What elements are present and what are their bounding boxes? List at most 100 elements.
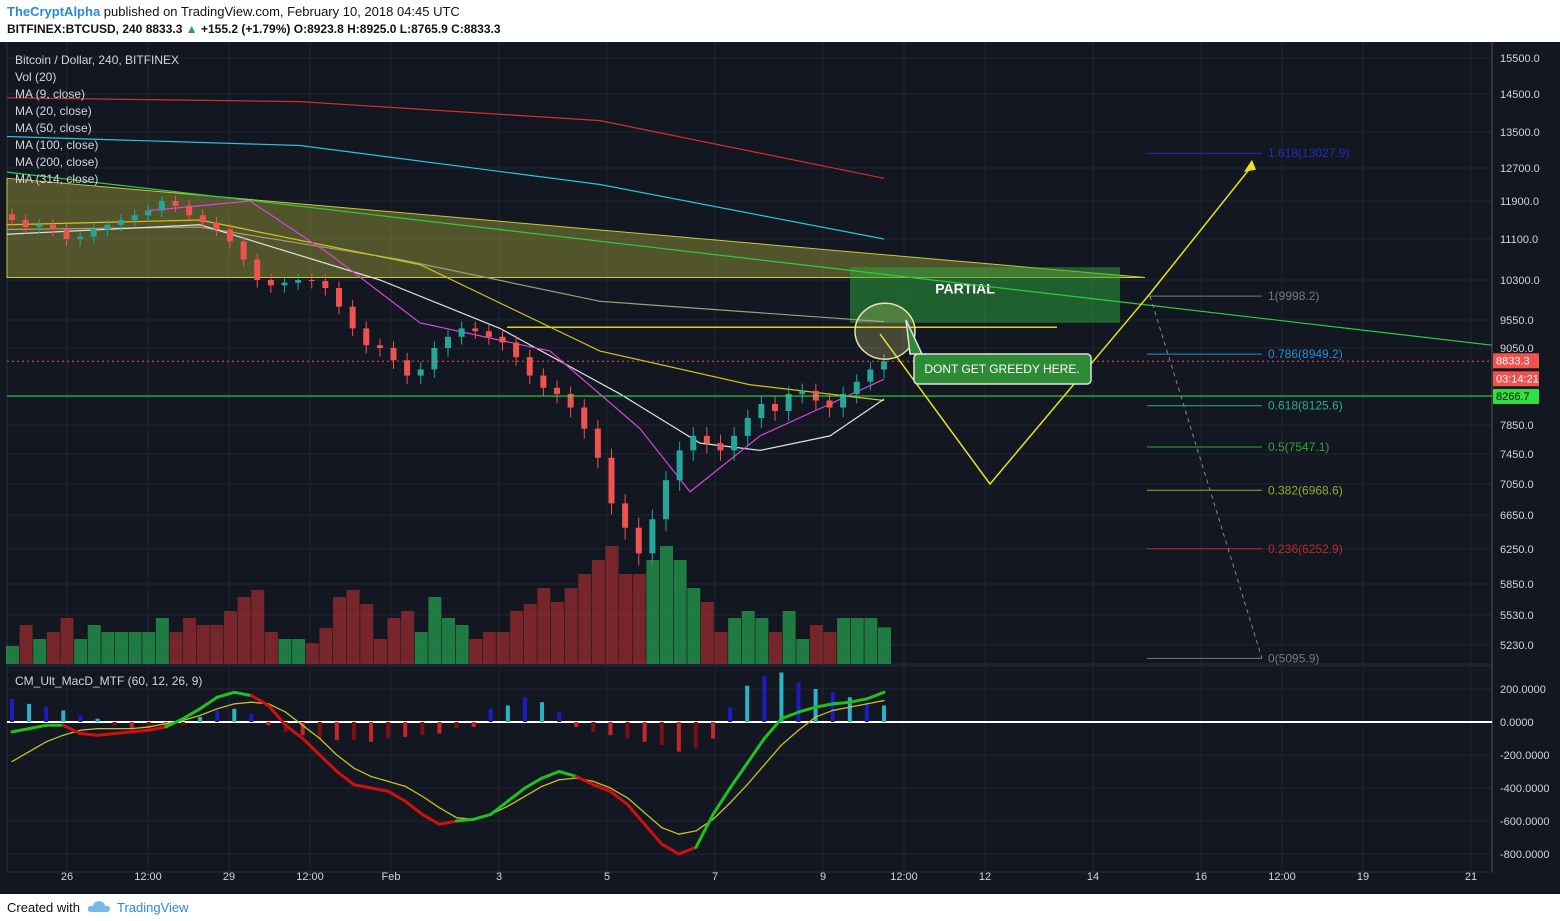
macd-histogram-bar (78, 715, 83, 722)
candle-body (485, 331, 492, 337)
volume-bar (455, 625, 469, 664)
macd-histogram-bar (369, 722, 374, 742)
macd-signal-line (370, 775, 389, 783)
ma-314-line (6, 97, 885, 179)
macd-line (660, 842, 681, 856)
macd-histogram-bar (847, 697, 852, 722)
macd-pane (6, 665, 1493, 873)
macd-signal-line (524, 785, 543, 797)
candle-body (349, 306, 356, 329)
macd-signal-line (267, 703, 287, 713)
macd-histogram-bar (642, 722, 647, 742)
macd-histogram-bar (830, 692, 835, 722)
volume-bar (673, 560, 687, 664)
macd-title: CM_Ult_MacD_MTF (60, 12, 26, 9) (15, 674, 203, 688)
macd-line (198, 695, 219, 711)
macd-line (232, 690, 253, 698)
volume-bar (19, 625, 33, 664)
macd-signal-line (28, 741, 47, 753)
volume-bar (292, 639, 306, 664)
macd-histogram-bar (334, 722, 339, 741)
volume-bar (564, 588, 578, 664)
candle-body (281, 282, 288, 286)
tradingview-link[interactable]: TradingView (117, 900, 189, 915)
macd-histogram-bar (300, 722, 305, 736)
macd-line (301, 737, 322, 757)
macd-line (403, 799, 424, 816)
fib-label: 0(5095.9) (1268, 651, 1319, 665)
y-tick-label: 7850.0 (1500, 420, 1534, 432)
y-tick-label: 10300.0 (1500, 275, 1540, 287)
macd-signal-line (763, 744, 783, 766)
macd-histogram-bar (454, 722, 459, 729)
macd-histogram-bar (625, 722, 630, 739)
macd-signal-line (199, 708, 218, 717)
candle-body (676, 450, 683, 481)
macd-line (745, 737, 766, 765)
macd-line (369, 786, 390, 793)
macd-histogram-bar (232, 708, 237, 722)
candle-body (840, 393, 847, 408)
created-with-label: Created with (7, 900, 80, 915)
volume-bar (319, 627, 333, 664)
macd-signal-line (387, 780, 406, 787)
symbol[interactable]: BITFINEX:BTCUSD, 240 (7, 22, 143, 36)
candle-body (172, 201, 179, 206)
macd-line (814, 702, 835, 709)
macd-line (848, 697, 869, 704)
candle-body (513, 342, 520, 358)
projection-arrowhead-icon (1244, 159, 1256, 172)
macd-histogram-bar (488, 708, 493, 722)
candle-body (104, 224, 111, 230)
chart-area[interactable]: 26 12:00 29 12:00 Feb 3 5 7 9 12:00 12 14 16 12:00 19 2… (0, 42, 1560, 894)
macd-line (626, 803, 647, 826)
candle-body (635, 527, 642, 554)
volume-bar (196, 625, 210, 664)
macd-histogram-bar (522, 697, 527, 722)
volume-bar (264, 632, 278, 664)
candle-body (336, 288, 342, 307)
volume-bar (428, 597, 442, 664)
volume-bar (660, 546, 673, 664)
y-tick-label: 7050.0 (1500, 479, 1534, 491)
y-tick-label: 11100.0 (1500, 234, 1538, 246)
candle-body (785, 393, 792, 411)
macd-line (831, 700, 852, 706)
legend-item: MA (314, close) (15, 172, 99, 186)
volume-bar (224, 611, 237, 664)
legend-item: Vol (20) (15, 70, 57, 84)
volume-bar (632, 574, 646, 664)
candle-body (213, 222, 220, 230)
macd-signal-line (233, 701, 253, 705)
candle-body (376, 345, 383, 348)
x-tick-label: 16 (1195, 871, 1207, 883)
symbol-line: BITFINEX:BTCUSD, 240 8833.3 ▲ +155.2 (+1… (7, 22, 501, 36)
macd-histogram-bar (779, 672, 784, 722)
macd-line (27, 723, 48, 731)
macd-signal-line (643, 812, 663, 829)
candle-body (199, 215, 206, 223)
volume-bar (837, 618, 851, 664)
macd-histogram-bar (146, 722, 151, 729)
candle-body (540, 375, 547, 388)
volume-bar (823, 632, 837, 664)
macd-signal-line (661, 826, 680, 835)
chart-canvas[interactable]: 26 12:00 29 12:00 Feb 3 5 7 9 12:00 12 14 16 12:00 19 2… (0, 42, 1560, 894)
fib-label: 0.5(7547.1) (1268, 440, 1329, 454)
volume-bar (60, 618, 74, 664)
macd-signal-line (79, 727, 99, 731)
volume-bar (414, 632, 428, 664)
ohlc: O:8923.8 H:8925.0 L:8765.9 C:8833.3 (293, 22, 501, 36)
macd-line (78, 732, 99, 737)
macd-histogram-bar (540, 702, 545, 722)
volume-bar (251, 590, 265, 664)
volume-bar (578, 574, 592, 664)
volume-bar (850, 618, 864, 664)
author-link[interactable]: TheCryptAlpha (7, 4, 101, 19)
y-tick-label: 12700.0 (1500, 163, 1540, 175)
volume-bar (169, 632, 183, 664)
candle-body (63, 229, 70, 239)
footer: Created with TradingView (0, 894, 1560, 921)
candle-body (581, 407, 588, 429)
volume-bar (714, 632, 728, 664)
